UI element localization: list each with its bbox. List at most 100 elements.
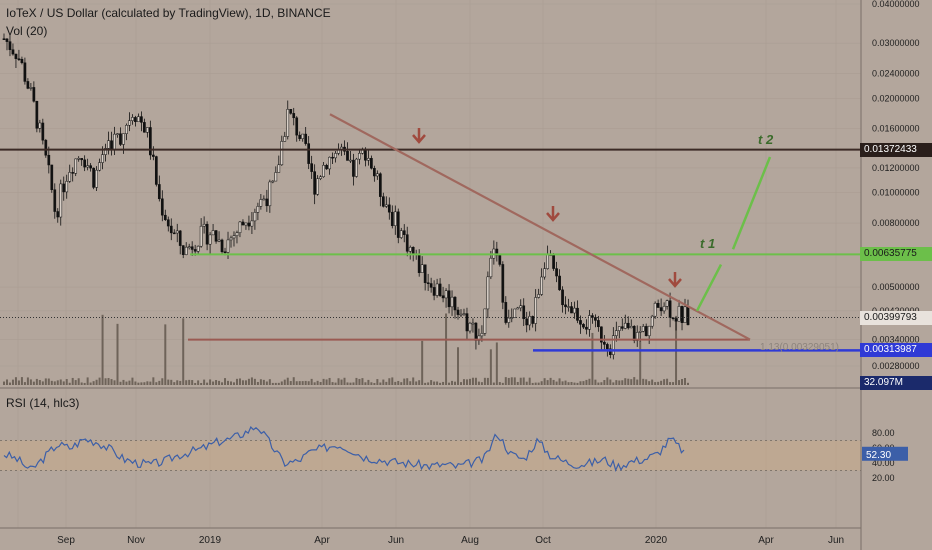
candle-body <box>387 204 391 213</box>
volume-bar <box>173 382 176 385</box>
time-tick-label: Apr <box>314 535 330 546</box>
candle-body <box>229 237 233 241</box>
candle-body <box>376 173 379 177</box>
time-tick-label: Sep <box>57 535 75 546</box>
candle-body <box>567 306 570 308</box>
volume-bar <box>110 379 113 385</box>
candle-body <box>585 326 588 330</box>
volume-bar <box>672 382 675 385</box>
volume-bar <box>370 382 373 385</box>
candle-body <box>510 317 514 319</box>
volume-bar <box>537 382 540 385</box>
candle-body <box>178 230 182 246</box>
down-arrow-head <box>668 278 682 288</box>
volume-bar <box>442 381 445 385</box>
candle-body <box>143 122 146 133</box>
candle-body <box>23 62 27 82</box>
candle-body <box>680 306 684 323</box>
candle-body <box>53 189 57 212</box>
candle-body <box>226 239 230 253</box>
candle-body <box>597 320 600 328</box>
candle-body <box>358 153 361 160</box>
candle-body <box>540 276 543 295</box>
volume-bar <box>161 378 164 385</box>
candle-body <box>543 268 546 278</box>
volume-bar <box>200 382 203 385</box>
volume-bar <box>331 382 334 385</box>
volume-bar <box>155 382 158 385</box>
volume-bar <box>513 377 516 385</box>
volume-bar <box>143 382 146 385</box>
candle-body <box>468 322 472 332</box>
volume-bar <box>648 381 651 385</box>
volume-bar <box>654 382 657 385</box>
volume-bar <box>445 313 448 385</box>
volume-bar <box>131 377 134 385</box>
price-tag: 0.00399793 <box>860 310 932 325</box>
candle-body <box>322 165 325 178</box>
candle-body <box>271 180 275 183</box>
candle-body <box>674 318 678 322</box>
candle-body <box>334 153 337 159</box>
candle-body <box>626 322 630 329</box>
volume-bar <box>468 378 471 385</box>
candle-body <box>373 168 376 177</box>
volume-bar <box>418 380 421 385</box>
candle-body <box>528 316 532 326</box>
volume-bar <box>23 382 26 385</box>
volume-bar <box>137 382 140 385</box>
candle-body <box>507 317 511 323</box>
candle-body <box>14 53 18 59</box>
candle-body <box>328 156 331 170</box>
price-tick-label: 0.01000000 <box>872 188 920 198</box>
candle-body <box>166 219 170 227</box>
candle-body <box>101 154 104 163</box>
candle-body <box>513 308 517 318</box>
volume-bar <box>361 378 364 385</box>
target-t2-label: t 2 <box>758 132 774 147</box>
price-tick-label: 0.00280000 <box>872 361 920 371</box>
candle-body <box>8 41 12 50</box>
volume-bar <box>573 382 576 385</box>
volume-bar <box>47 378 50 385</box>
descending-trendline <box>329 113 751 341</box>
volume-bar <box>639 341 642 385</box>
candle-body <box>169 225 173 234</box>
time-axis[interactable]: Sep Nov 2019 Apr Jun Aug Oct 2020 Apr Jun <box>57 535 844 546</box>
volume-bar <box>355 377 358 385</box>
candle-body <box>352 159 355 177</box>
volume-bar <box>678 380 681 385</box>
volume-bar <box>146 381 149 385</box>
volume-bar <box>552 379 555 385</box>
volume-bar <box>582 381 585 385</box>
target-path-2 <box>731 156 772 250</box>
volume-bar <box>182 318 185 385</box>
candle-body <box>471 322 475 325</box>
volume-bar <box>579 381 582 385</box>
drawn-lines[interactable] <box>0 113 861 352</box>
price-tick-label: 0.04000000 <box>872 0 920 9</box>
price-tag: 0.00313987 <box>860 343 932 358</box>
volume-bar <box>149 381 152 385</box>
volume-bar <box>268 379 271 385</box>
candle-body <box>41 122 45 141</box>
candle-body <box>564 304 567 308</box>
candle-body <box>558 275 561 291</box>
volume-bar <box>65 379 68 385</box>
volume-bar <box>424 382 427 385</box>
volume-bar <box>20 377 23 385</box>
candle-body <box>17 58 21 60</box>
candle-body <box>355 158 358 177</box>
candle-body <box>537 294 541 298</box>
candle-body <box>238 221 242 233</box>
candle-body <box>444 290 448 299</box>
candle-body <box>606 344 609 350</box>
time-tick-label: Jun <box>828 535 844 546</box>
candle-body <box>525 318 529 326</box>
volume-bar <box>376 379 379 385</box>
candle-body <box>256 206 260 213</box>
price-tick-label: 0.01200000 <box>872 163 920 173</box>
volume-bar <box>104 378 107 385</box>
